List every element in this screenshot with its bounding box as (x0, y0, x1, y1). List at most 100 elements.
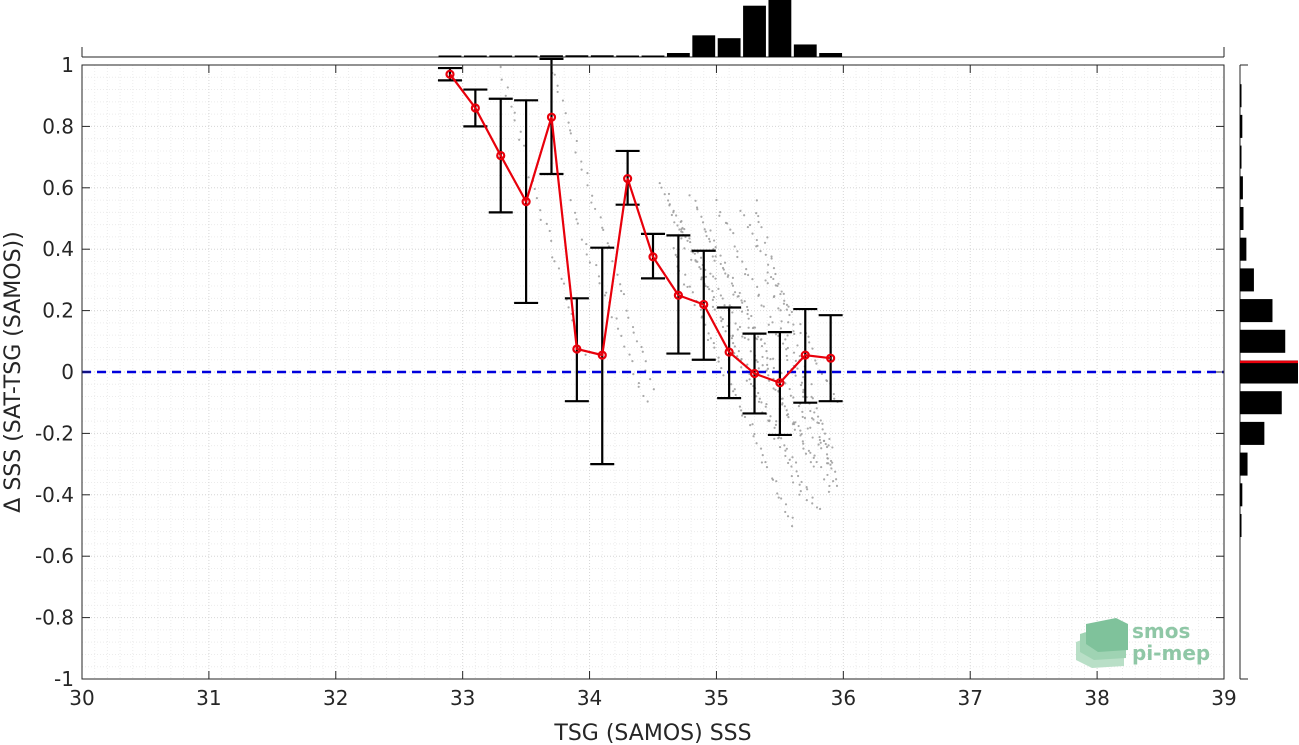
top-hist-bar (793, 44, 817, 57)
scatter-point (765, 369, 768, 372)
scatter-point (569, 129, 572, 132)
scatter-point (794, 374, 797, 377)
scatter-point (644, 360, 647, 363)
scatter-point (760, 345, 764, 348)
scatter-point (693, 252, 696, 255)
scatter-point (722, 268, 725, 271)
scatter-point (548, 229, 551, 233)
scatter-point (640, 345, 643, 349)
scatter-point (788, 458, 791, 461)
scatter-point (672, 247, 675, 250)
scatter-point (801, 410, 804, 413)
scatter-point (513, 111, 516, 114)
scatter-point (733, 245, 736, 248)
scatter-point (769, 275, 773, 279)
scatter-point (724, 330, 727, 333)
scatter-point (803, 416, 807, 420)
scatter-point (769, 358, 772, 361)
scatter-point (755, 359, 758, 362)
y-tick-label: -0.8 (35, 606, 74, 630)
scatter-point (785, 447, 788, 450)
scatter-point (729, 228, 732, 231)
scatter-point (741, 301, 744, 304)
scatter-point (774, 272, 777, 276)
scatter-point (835, 478, 838, 481)
scatter-point (693, 303, 696, 307)
mean-series-line (449, 73, 831, 385)
scatter-point (760, 401, 763, 404)
series-point (673, 290, 683, 300)
scatter-point (668, 204, 671, 207)
scatter-point (832, 480, 835, 483)
scatter-point (824, 442, 827, 446)
scatter-point (733, 352, 736, 355)
scatter-point (805, 499, 808, 502)
scatter-point (772, 357, 775, 360)
scatter-point (809, 426, 812, 429)
scatter-point (785, 354, 788, 358)
right-hist-bar (1240, 391, 1282, 415)
scatter-point (711, 298, 715, 302)
scatter-point (619, 283, 622, 286)
scatter-point (719, 294, 722, 297)
scatter-point (580, 160, 583, 163)
scatter-point (777, 437, 780, 440)
scatter-point (780, 437, 783, 440)
x-tick-label: 30 (69, 686, 94, 710)
top-hist-bar (641, 55, 665, 57)
scatter-point (760, 461, 764, 464)
scatter-point (730, 337, 734, 340)
scatter-point (575, 218, 578, 221)
scatter-point (611, 260, 614, 263)
scatter-point (817, 443, 820, 446)
scatter-point (545, 222, 548, 225)
scatter-point (721, 317, 724, 321)
scatter-point (801, 440, 804, 443)
series-point (521, 197, 531, 207)
scatter-point (719, 316, 722, 319)
scatter-point (761, 364, 764, 367)
right-hist-bar (1240, 452, 1248, 476)
scatter-point (770, 255, 773, 258)
minor-grid (82, 65, 1224, 679)
scatter-point (635, 340, 639, 343)
scatter-point (698, 265, 701, 269)
top-hist-bar (514, 55, 538, 57)
scatter-point (641, 350, 644, 353)
scatter-point (756, 285, 759, 289)
scatter-point (580, 238, 584, 241)
scatter-point (746, 225, 750, 229)
scatter-point (721, 266, 725, 270)
series-point (775, 378, 785, 388)
scatter-point (720, 366, 723, 370)
scatter-point (518, 138, 521, 141)
scatter-point (738, 291, 741, 295)
scatter-point (714, 277, 717, 280)
scatter-point (770, 257, 773, 260)
scatter-point (519, 130, 522, 133)
scatter-point (773, 437, 776, 440)
scatter-point (672, 211, 675, 214)
scatter-point (588, 261, 592, 264)
scatter-point (743, 336, 746, 339)
scatter-point (734, 393, 737, 397)
scatter-point (627, 316, 630, 319)
scatter-point (675, 214, 678, 217)
right-hist-bar (1240, 114, 1243, 138)
scatter-point (713, 239, 716, 242)
smos-pi-mep-logo: smos pi-mep (1076, 618, 1210, 668)
y-axis-title: Δ SSS (SAT-TSG (SAMOS)) (1, 231, 26, 512)
scatter-point (772, 387, 775, 390)
scatter-point (688, 194, 691, 197)
scatter-point (802, 442, 805, 445)
scatter-point (820, 447, 823, 450)
scatter-point (733, 388, 736, 391)
scatter-point (797, 404, 801, 408)
scatter-point (810, 383, 813, 386)
scatter-point (715, 198, 718, 202)
series-point (648, 252, 658, 262)
scatter-point (791, 456, 794, 459)
scatter-point (823, 478, 826, 481)
scatter-point (802, 391, 805, 394)
y-tick-label: 0.6 (42, 176, 74, 200)
